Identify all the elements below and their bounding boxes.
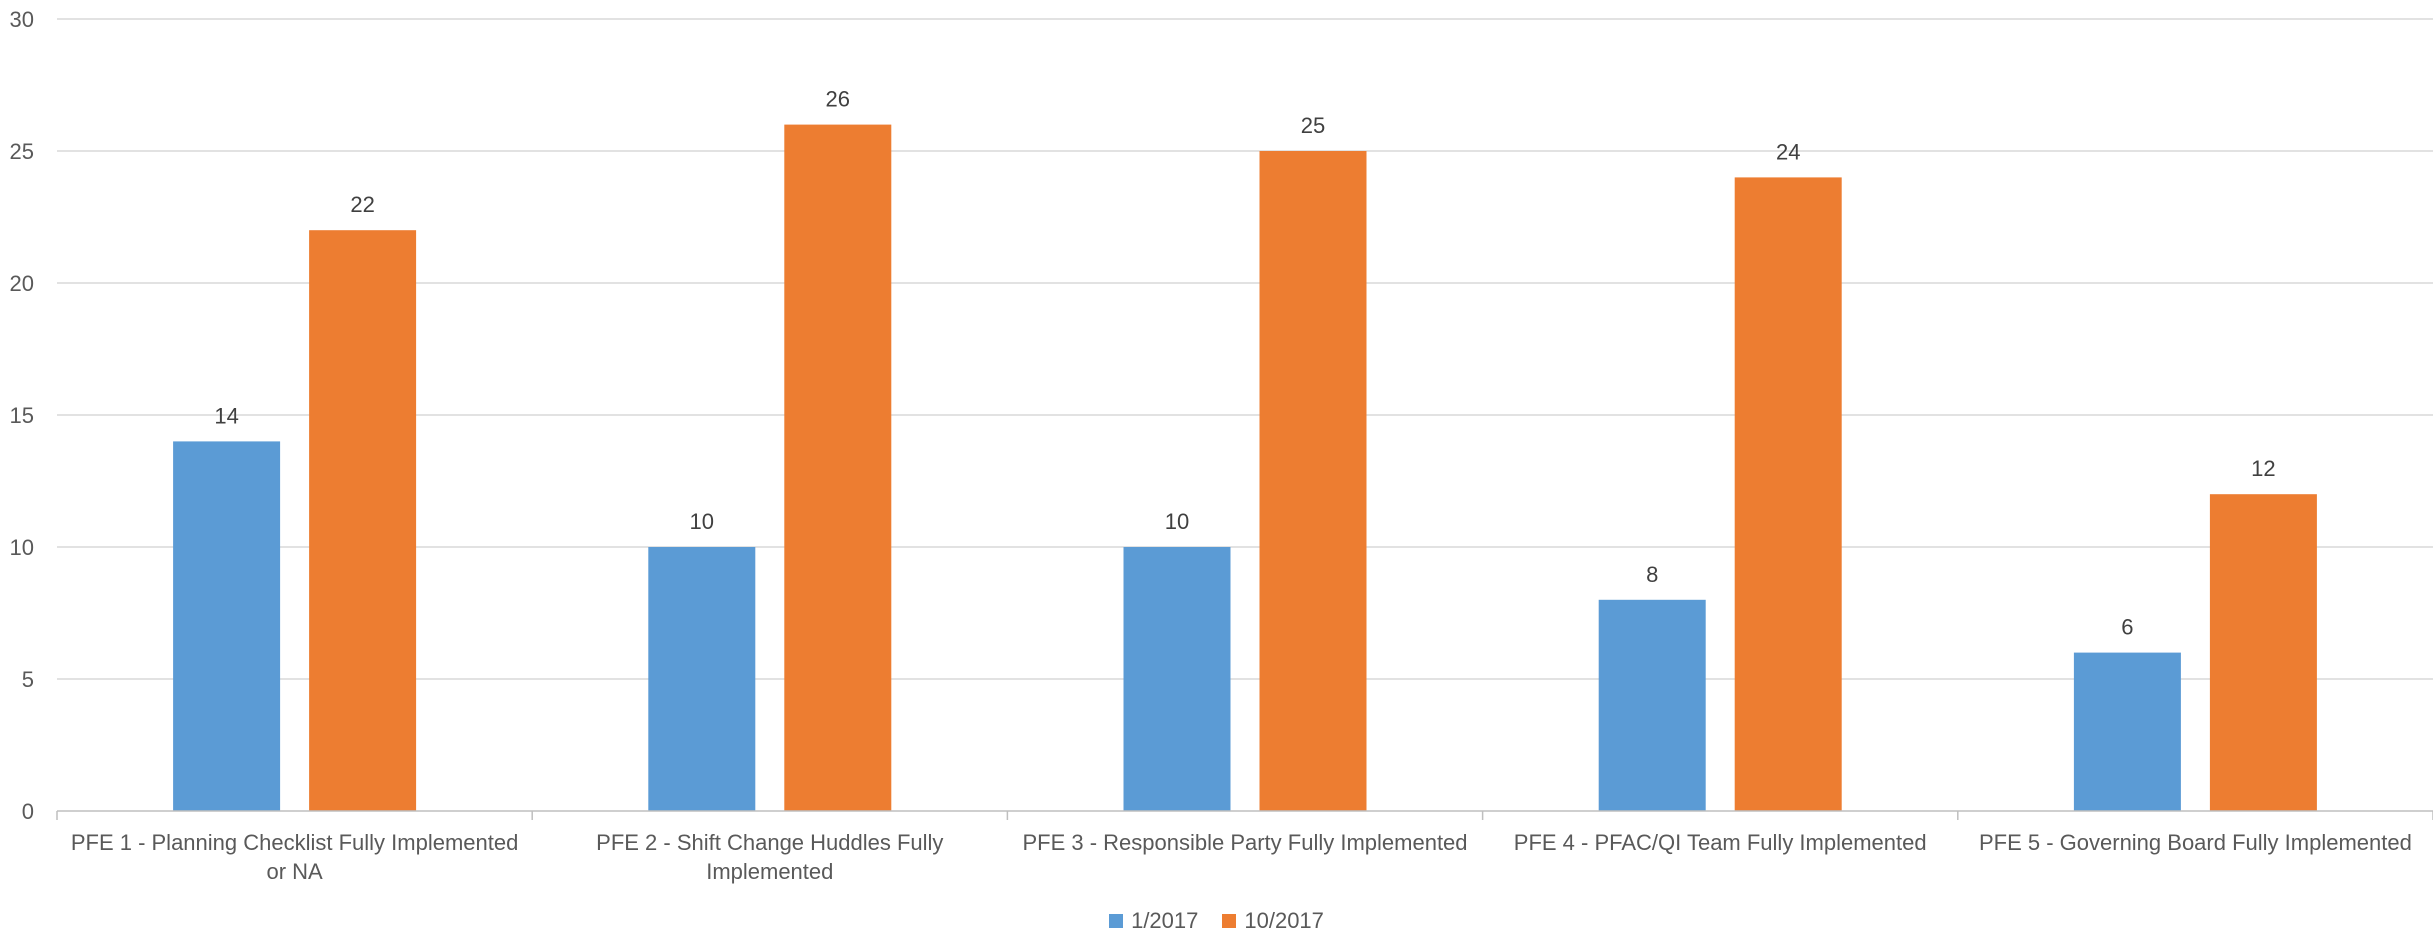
legend: 1/2017 10/2017 bbox=[0, 908, 2433, 934]
y-tick-label: 30 bbox=[10, 7, 34, 32]
bar bbox=[648, 547, 756, 811]
y-tick-label: 20 bbox=[10, 271, 34, 296]
y-axis-ticks: 0 5 10 15 20 25 30 bbox=[10, 7, 34, 824]
data-label: 26 bbox=[826, 87, 850, 112]
bar bbox=[173, 441, 281, 811]
y-tick-label: 25 bbox=[10, 139, 34, 164]
data-label: 6 bbox=[2121, 615, 2133, 640]
bar bbox=[1259, 151, 1367, 811]
data-label: 24 bbox=[1776, 139, 1800, 164]
data-label: 22 bbox=[350, 192, 374, 217]
bar bbox=[2073, 652, 2181, 811]
data-label: 12 bbox=[2251, 456, 2275, 481]
data-labels: 14 22 10 26 10 25 8 24 6 12 bbox=[214, 87, 2275, 640]
bar bbox=[1598, 599, 1706, 811]
y-tick-label: 0 bbox=[22, 799, 34, 824]
legend-label: 1/2017 bbox=[1131, 908, 1199, 933]
category-label: PFE 1 - Planning Checklist Fully Impleme… bbox=[71, 830, 519, 884]
legend-item: 10/2017 bbox=[1222, 908, 1324, 934]
bar bbox=[1123, 547, 1231, 811]
bars bbox=[173, 124, 2317, 812]
legend-item: 1/2017 bbox=[1109, 908, 1198, 934]
data-label: 10 bbox=[1165, 509, 1189, 534]
bar bbox=[784, 124, 892, 812]
data-label: 14 bbox=[214, 403, 238, 428]
y-tick-label: 5 bbox=[22, 667, 34, 692]
bar bbox=[1734, 177, 1842, 811]
bar bbox=[309, 230, 417, 811]
gridlines bbox=[57, 18, 2433, 680]
data-label: 10 bbox=[690, 509, 714, 534]
category-label: PFE 5 - Governing Board Fully Implemente… bbox=[1979, 830, 2412, 855]
legend-swatch bbox=[1222, 914, 1237, 928]
legend-swatch bbox=[1109, 914, 1124, 928]
x-axis: PFE 1 - Planning Checklist Fully Impleme… bbox=[56, 810, 2433, 884]
y-tick-label: 15 bbox=[10, 403, 34, 428]
data-label: 8 bbox=[1646, 562, 1658, 587]
category-label: PFE 4 - PFAC/QI Team Fully Implemented bbox=[1514, 830, 1927, 855]
legend-label: 10/2017 bbox=[1244, 908, 1324, 933]
category-label: PFE 2 - Shift Change Huddles Fully Implem… bbox=[596, 830, 943, 884]
y-tick-label: 10 bbox=[10, 535, 34, 560]
data-label: 25 bbox=[1301, 113, 1325, 138]
category-label: PFE 3 - Responsible Party Fully Implemen… bbox=[1022, 830, 1467, 855]
bar bbox=[2209, 494, 2317, 811]
